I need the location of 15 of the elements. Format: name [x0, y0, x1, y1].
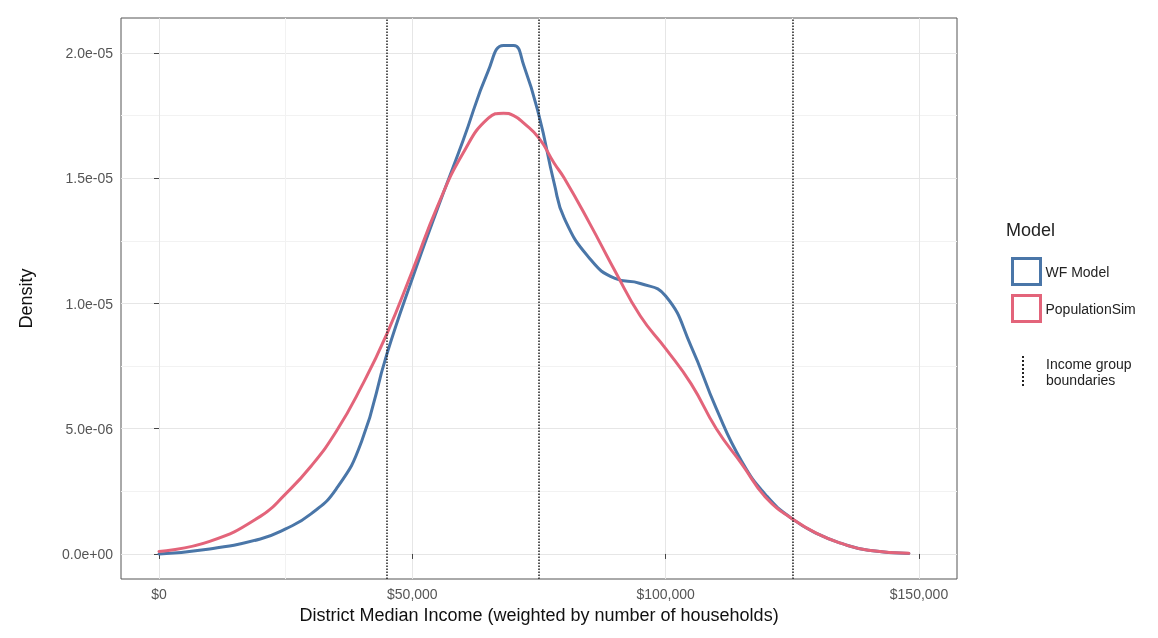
- legend-label: WF Model: [1045, 263, 1110, 280]
- y-axis-title: Density: [16, 268, 36, 329]
- text: Income group boundaries: [1046, 356, 1133, 388]
- y-tick-label: 1.5e-05: [65, 170, 114, 187]
- legend-label: PopulationSim: [1045, 300, 1136, 317]
- y-tick-label: 0.0e+00: [62, 545, 114, 562]
- x-tick-label: $0: [151, 586, 167, 602]
- x-tick-label: $150,000: [889, 586, 949, 602]
- y-tick-label: 1.0e-05: [65, 295, 114, 312]
- x-axis-title: District Median Income (weighted by number of households): [299, 604, 779, 625]
- y-tick-label: 2.0e-05: [65, 45, 114, 62]
- x-tick-label: $100,000: [636, 586, 696, 602]
- y-tick-label: 5.0e-06: [65, 420, 114, 437]
- legend-title: Model: [1006, 220, 1056, 240]
- x-tick-label: $50,000: [387, 586, 438, 602]
